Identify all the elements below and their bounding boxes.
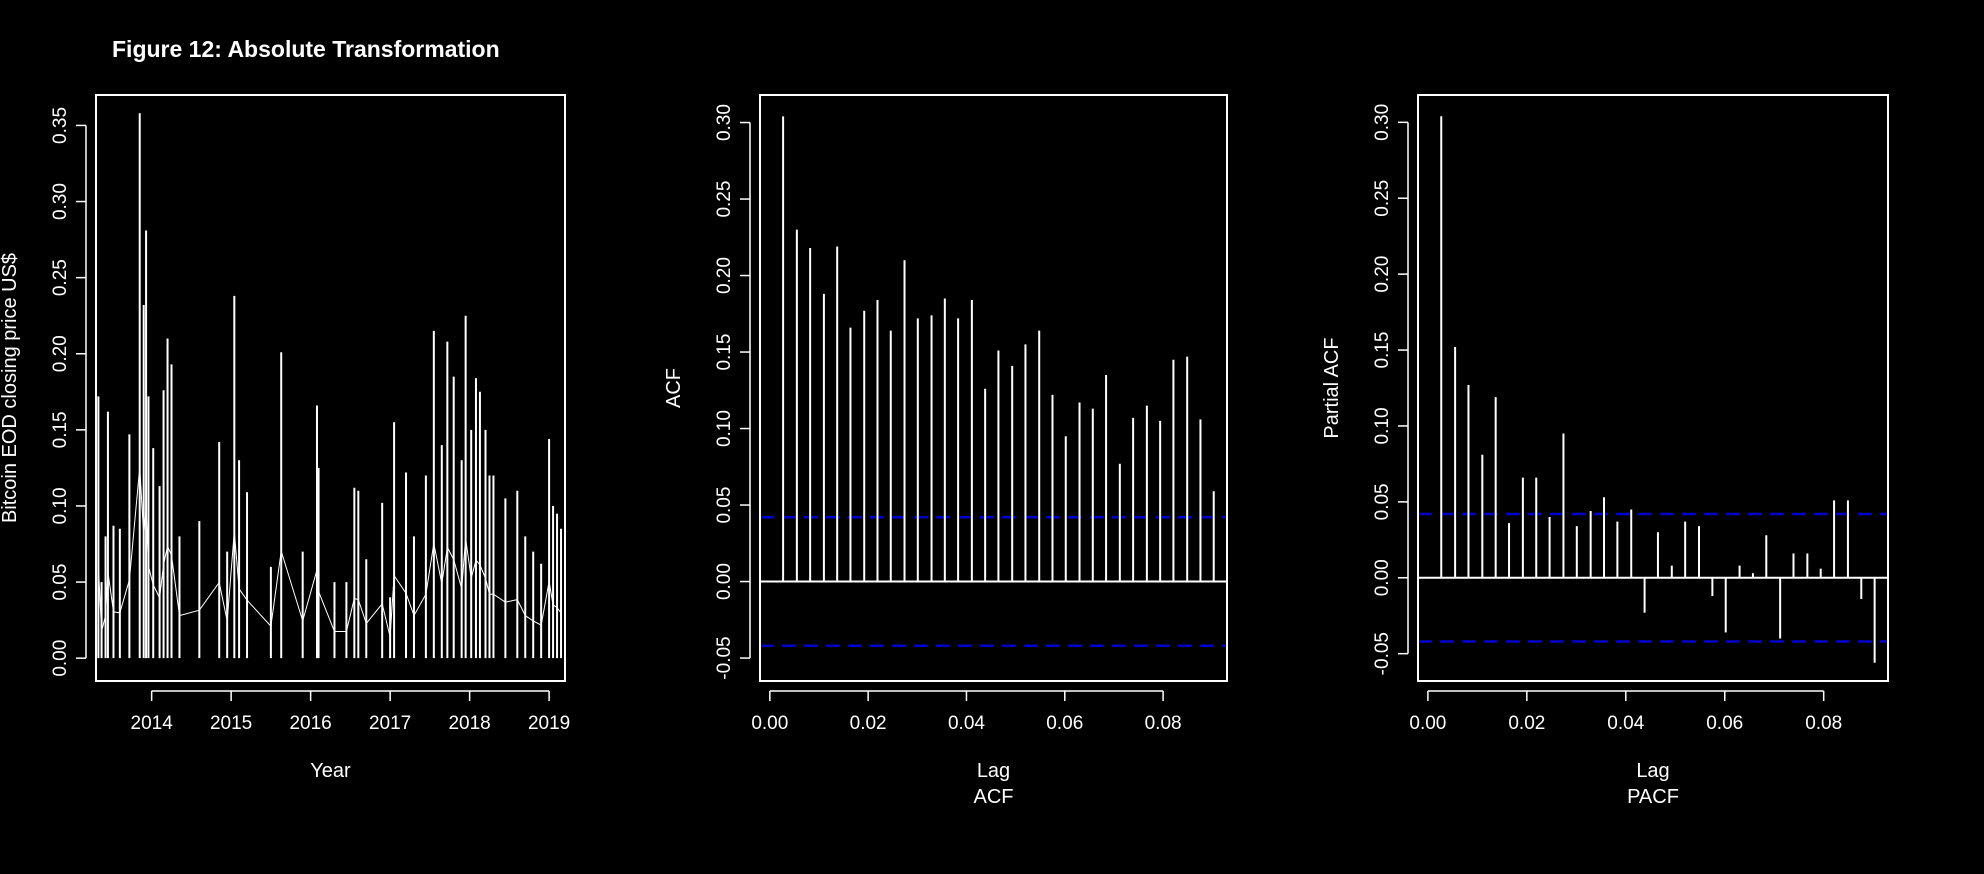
- pacf-y-tick-label: 0.05: [1372, 483, 1393, 520]
- pacf-x-tick-label: 0.04: [1607, 713, 1644, 734]
- pacf-y-tick-label: 0.25: [1372, 180, 1393, 217]
- pacf-panel: 0.00 0.02 0.04 0.06 0.08 -0.05 0.00 0.05 0.10 0.1…: [1321, 94, 1889, 808]
- pacf-x-tick-label: 0.00: [1409, 713, 1446, 734]
- acf-y-tick-label: 0.05: [714, 487, 735, 524]
- acf-y-tick-label: 0.30: [714, 104, 735, 141]
- acf-x-tick-label: 0.02: [850, 713, 887, 734]
- acf-y-tick-label: 0.15: [714, 334, 735, 371]
- acf-y-tick-label: -0.05: [714, 636, 735, 679]
- ts-x-tick-label: 2016: [289, 713, 331, 734]
- ts-y-axis-title: Bitcoin EOD closing price US$: [0, 253, 21, 523]
- pacf-y-tick-label: -0.05: [1372, 632, 1393, 675]
- ts-x-tick-label: 2017: [369, 713, 411, 734]
- figure-title: Figure 12: Absolute Transformation: [112, 36, 500, 62]
- acf-x-tick-label: 0.00: [751, 713, 788, 734]
- acf-panel: 0.00 0.02 0.04 0.06 0.08 -0.05 0.00 0.05 0.10 0.1…: [663, 94, 1228, 808]
- time-series-panel: 2014 2015 2016 2017 2018 2019 0.00 0.05 0.10 0.15…: [0, 94, 570, 782]
- ts-y-tick-label: 0.30: [50, 183, 71, 220]
- pacf-subtitle: PACF: [1627, 786, 1679, 808]
- ts-x-axis-title: Year: [310, 760, 351, 782]
- pacf-y-tick-label: 0.00: [1372, 559, 1393, 596]
- pacf-y-tick-label: 0.15: [1372, 332, 1393, 369]
- ts-x-tick-label: 2015: [210, 713, 252, 734]
- ts-x-tick-label: 2014: [131, 713, 174, 734]
- ts-y-tick-label: 0.25: [50, 259, 71, 296]
- acf-x-tick-label: 0.08: [1145, 713, 1182, 734]
- pacf-y-axis-title: Partial ACF: [1321, 337, 1343, 438]
- ts-y-tick-label: 0.00: [50, 640, 71, 677]
- ts-y-tick-label: 0.05: [50, 564, 71, 601]
- pacf-x-tick-label: 0.06: [1706, 713, 1743, 734]
- pacf-x-tick-label: 0.02: [1508, 713, 1545, 734]
- ts-y-tick-label: 0.20: [50, 335, 71, 372]
- acf-y-axis-title: ACF: [663, 368, 685, 408]
- acf-x-tick-label: 0.06: [1046, 713, 1083, 734]
- ts-x-tick-label: 2018: [448, 713, 490, 734]
- ts-x-tick-label: 2019: [528, 713, 570, 734]
- ts-plot-frame: [95, 94, 566, 682]
- acf-x-tick-label: 0.04: [948, 713, 985, 734]
- pacf-y-tick-label: 0.20: [1372, 256, 1393, 293]
- pacf-x-tick-label: 0.08: [1805, 713, 1842, 734]
- pacf-plot-frame: [1417, 94, 1889, 682]
- acf-plot-frame: [759, 94, 1228, 682]
- acf-y-tick-label: 0.10: [714, 410, 735, 447]
- series-line: [97, 467, 562, 638]
- acf-y-tick-label: 0.20: [714, 257, 735, 294]
- ts-y-tick-label: 0.15: [50, 411, 71, 448]
- acf-y-tick-label: 0.25: [714, 181, 735, 218]
- pacf-y-tick-label: 0.30: [1372, 104, 1393, 141]
- ts-y-tick-label: 0.10: [50, 487, 71, 524]
- pacf-y-tick-label: 0.10: [1372, 407, 1393, 444]
- acf-subtitle: ACF: [974, 786, 1014, 808]
- acf-x-axis-title: Lag: [977, 760, 1010, 782]
- ts-y-tick-label: 0.35: [50, 107, 71, 144]
- acf-y-tick-label: 0.00: [714, 563, 735, 600]
- pacf-x-axis-title: Lag: [1636, 760, 1669, 782]
